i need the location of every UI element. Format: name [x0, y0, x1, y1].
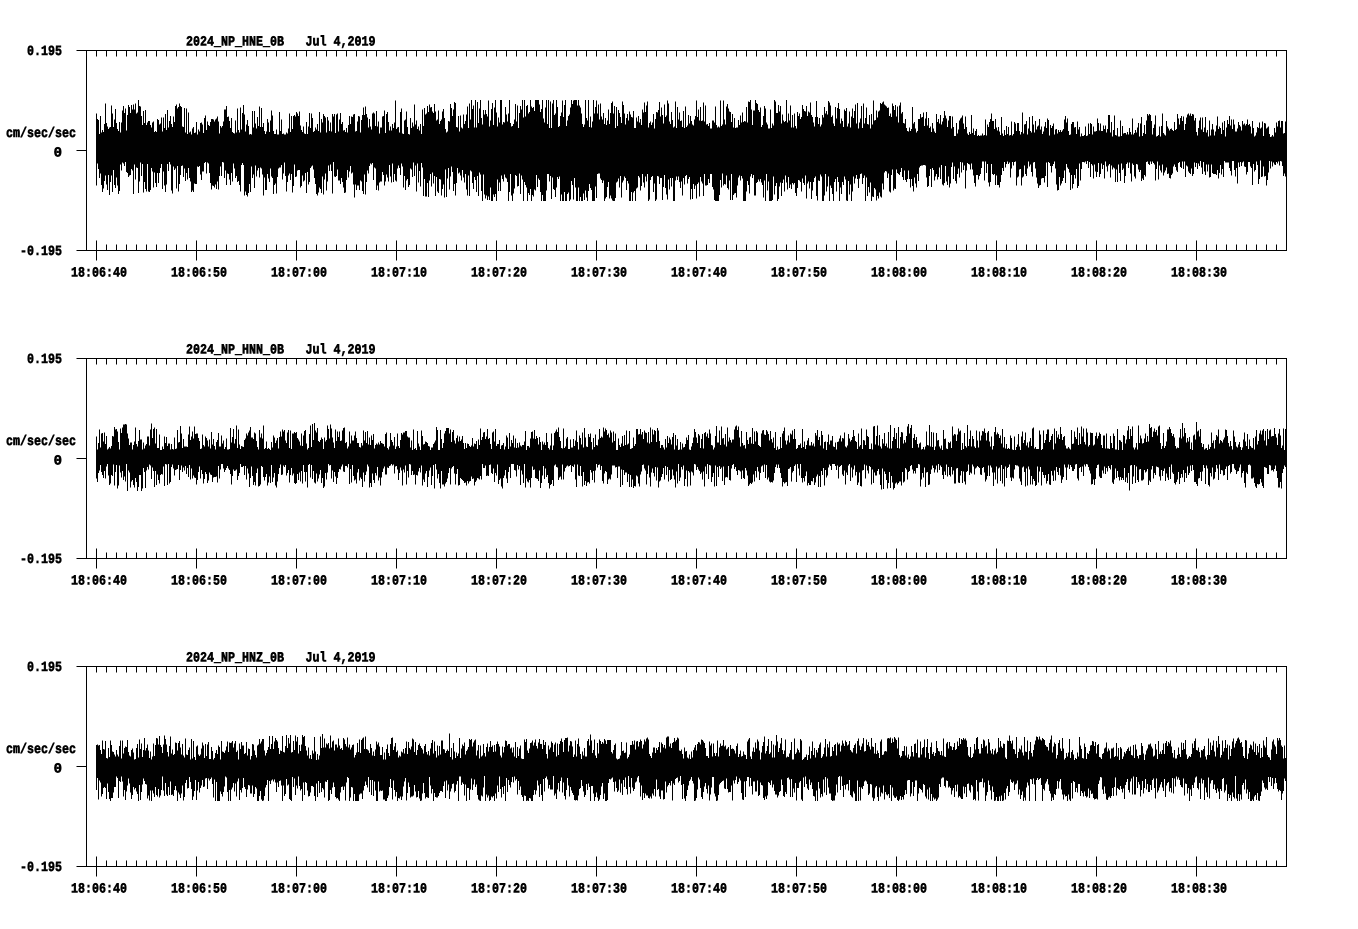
svg-text:cm/sec/sec: cm/sec/sec [6, 434, 76, 450]
svg-text:cm/sec/sec: cm/sec/sec [6, 742, 76, 758]
svg-text:18:07:30: 18:07:30 [571, 265, 627, 281]
svg-text:0.195: 0.195 [27, 44, 62, 60]
svg-text:0.195: 0.195 [27, 352, 62, 368]
svg-text:-0.195: -0.195 [20, 860, 62, 876]
svg-text:18:08:30: 18:08:30 [1171, 573, 1227, 589]
svg-text:18:08:00: 18:08:00 [871, 573, 927, 589]
svg-text:0: 0 [54, 761, 62, 777]
svg-text:0.195: 0.195 [27, 660, 62, 676]
svg-text:18:08:20: 18:08:20 [1071, 881, 1127, 897]
svg-text:18:06:40: 18:06:40 [71, 265, 127, 281]
svg-text:18:06:50: 18:06:50 [171, 265, 227, 281]
svg-text:18:08:20: 18:08:20 [1071, 573, 1127, 589]
svg-text:2024_NP_HNN_0B: 2024_NP_HNN_0B [186, 342, 284, 358]
svg-text:Jul 4,2019: Jul 4,2019 [306, 34, 376, 50]
svg-text:18:07:10: 18:07:10 [371, 573, 427, 589]
svg-text:2024_NP_HNZ_0B: 2024_NP_HNZ_0B [186, 650, 284, 666]
svg-text:18:08:30: 18:08:30 [1171, 881, 1227, 897]
svg-text:18:08:30: 18:08:30 [1171, 265, 1227, 281]
svg-text:Jul 4,2019: Jul 4,2019 [306, 342, 376, 358]
svg-text:0: 0 [54, 145, 62, 161]
svg-text:-0.195: -0.195 [20, 552, 62, 568]
svg-text:18:07:30: 18:07:30 [571, 881, 627, 897]
svg-text:18:07:00: 18:07:00 [271, 265, 327, 281]
svg-text:18:08:00: 18:08:00 [871, 881, 927, 897]
svg-text:18:08:00: 18:08:00 [871, 265, 927, 281]
svg-text:18:08:10: 18:08:10 [971, 265, 1027, 281]
svg-text:18:07:50: 18:07:50 [771, 573, 827, 589]
svg-text:18:07:40: 18:07:40 [671, 573, 727, 589]
svg-text:18:07:50: 18:07:50 [771, 265, 827, 281]
svg-text:18:07:00: 18:07:00 [271, 573, 327, 589]
svg-text:Jul 4,2019: Jul 4,2019 [306, 650, 376, 666]
svg-text:18:06:50: 18:06:50 [171, 573, 227, 589]
svg-text:18:06:50: 18:06:50 [171, 881, 227, 897]
svg-text:18:07:10: 18:07:10 [371, 881, 427, 897]
svg-text:0: 0 [54, 453, 62, 469]
svg-text:18:06:40: 18:06:40 [71, 573, 127, 589]
svg-text:18:07:20: 18:07:20 [471, 573, 527, 589]
svg-text:18:07:20: 18:07:20 [471, 265, 527, 281]
svg-text:18:06:40: 18:06:40 [71, 881, 127, 897]
svg-text:-0.195: -0.195 [20, 244, 62, 260]
svg-text:18:07:40: 18:07:40 [671, 881, 727, 897]
svg-text:2024_NP_HNE_0B: 2024_NP_HNE_0B [186, 34, 284, 50]
svg-text:18:07:30: 18:07:30 [571, 573, 627, 589]
svg-text:18:08:20: 18:08:20 [1071, 265, 1127, 281]
svg-text:18:08:10: 18:08:10 [971, 573, 1027, 589]
svg-text:18:07:10: 18:07:10 [371, 265, 427, 281]
svg-text:18:07:40: 18:07:40 [671, 265, 727, 281]
svg-text:18:08:10: 18:08:10 [971, 881, 1027, 897]
svg-text:18:07:00: 18:07:00 [271, 881, 327, 897]
svg-text:cm/sec/sec: cm/sec/sec [6, 126, 76, 142]
svg-text:18:07:20: 18:07:20 [471, 881, 527, 897]
svg-text:18:07:50: 18:07:50 [771, 881, 827, 897]
